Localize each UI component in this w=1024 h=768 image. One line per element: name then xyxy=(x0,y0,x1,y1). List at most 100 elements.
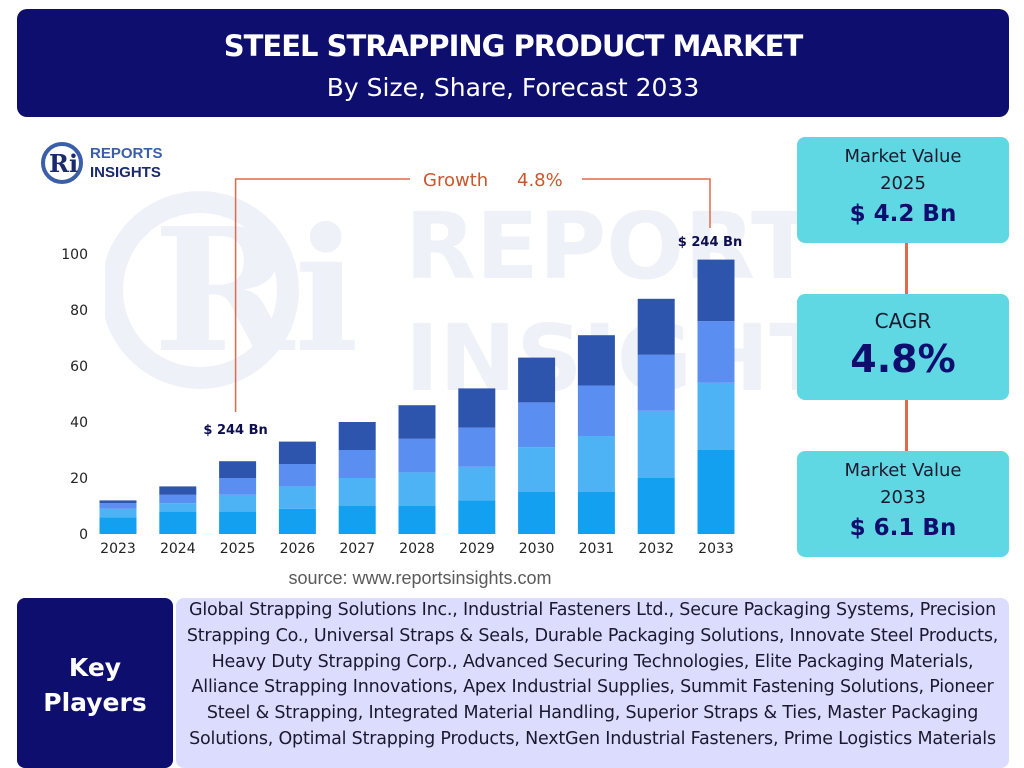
bar-segment xyxy=(159,503,197,512)
bar-segment xyxy=(637,410,675,478)
header-banner: STEEL STRAPPING PRODUCT MARKET By Size, … xyxy=(17,9,1009,117)
growth-line-right xyxy=(582,178,711,228)
x-tick-label: 2031 xyxy=(579,541,615,557)
key-players-label-1: Key xyxy=(68,653,122,682)
source-note: source: www.reportsinsights.com xyxy=(288,568,552,588)
card-value: 4.8% xyxy=(850,337,956,381)
bar-segment xyxy=(398,405,436,439)
bar-segment xyxy=(338,478,376,506)
card-year: 2033 xyxy=(880,487,926,508)
bar-segment xyxy=(518,447,556,492)
watermark-text-1: REPORTS xyxy=(405,193,805,300)
market-value-2033-card: Market Value 2033 $ 6.1 Bn xyxy=(797,451,1009,557)
watermark-mark: Ri xyxy=(153,191,359,391)
logo-text-insights: INSIGHTS xyxy=(90,164,161,181)
x-axis: 2023 2024 2025 2026 2027 2028 2029 2030 2031 2032… xyxy=(100,541,734,557)
growth-line-left xyxy=(234,178,410,412)
bar-segment xyxy=(278,508,316,534)
bar-segment xyxy=(278,486,316,509)
brand-logo: Ri REPORTS INSIGHTS xyxy=(40,141,190,185)
card-label: Market Value xyxy=(844,460,962,481)
end-value-label: $ 244 Bn xyxy=(678,235,742,250)
x-tick-label: 2023 xyxy=(100,541,136,557)
market-value-2025-card: Market Value 2025 $ 4.2 Bn xyxy=(797,137,1009,243)
bar-segment xyxy=(697,382,735,450)
bar-segment xyxy=(219,461,257,478)
x-tick-label: 2027 xyxy=(339,541,375,557)
connector-line-2 xyxy=(905,400,908,451)
bar-segment xyxy=(577,385,615,436)
card-label: CAGR xyxy=(874,309,932,333)
bar-segment xyxy=(278,441,316,464)
growth-annotation: Growth 4.8% $ 244 Bn $ 244 Bn xyxy=(203,170,742,438)
bar-segment xyxy=(637,298,675,355)
bar-segment xyxy=(338,422,376,450)
logo-mark-text: Ri xyxy=(49,149,78,178)
bar-segment xyxy=(518,402,556,448)
logo-text-reports: REPORTS xyxy=(90,145,163,162)
x-tick-label: 2030 xyxy=(519,541,555,557)
bar-segment xyxy=(577,492,615,534)
x-tick-label: 2033 xyxy=(698,541,734,557)
bar-segment xyxy=(637,478,675,534)
y-axis: 0 20 40 60 80 100 xyxy=(61,247,88,543)
bar-segment xyxy=(458,466,496,501)
y-tick-label: 80 xyxy=(70,303,88,319)
x-tick-label: 2029 xyxy=(459,541,495,557)
y-tick-label: 60 xyxy=(70,359,88,375)
bar-segment xyxy=(458,388,496,428)
x-tick-label: 2032 xyxy=(638,541,674,557)
bar-segment xyxy=(518,492,556,534)
page-title: STEEL STRAPPING PRODUCT MARKET xyxy=(223,29,804,63)
growth-value: 4.8% xyxy=(517,170,563,191)
bar-segment xyxy=(159,494,197,504)
start-value-label: $ 244 Bn xyxy=(203,423,267,438)
bar-segment xyxy=(338,506,376,534)
bar-segment xyxy=(398,472,436,506)
card-value: $ 4.2 Bn xyxy=(849,201,957,227)
bar-segment xyxy=(99,500,137,504)
bar-segment xyxy=(219,511,257,534)
bar-segment xyxy=(697,450,735,534)
bar-segment xyxy=(219,478,257,495)
y-tick-label: 100 xyxy=(61,247,88,263)
bar-segment xyxy=(458,500,496,534)
bar-segment xyxy=(577,335,615,386)
y-tick-label: 0 xyxy=(79,527,88,543)
bar-segment xyxy=(518,357,556,403)
bar-segment xyxy=(637,354,675,411)
watermark-logo: Ri REPORTS INSIGHTS xyxy=(105,191,805,412)
logo-mark-icon: Ri xyxy=(41,142,83,184)
y-tick-label: 20 xyxy=(70,471,88,487)
bar-segment xyxy=(159,511,197,534)
card-value: $ 6.1 Bn xyxy=(849,515,957,541)
card-label: Market Value xyxy=(844,146,962,167)
card-year: 2025 xyxy=(880,173,926,194)
y-tick-label: 40 xyxy=(70,415,88,431)
bar-segment xyxy=(697,259,735,322)
bar-segment xyxy=(697,321,735,383)
bar-segment xyxy=(398,506,436,534)
x-tick-label: 2028 xyxy=(399,541,435,557)
key-players-label: Key Players xyxy=(17,598,173,768)
bar-segment xyxy=(99,508,137,518)
bar-segment xyxy=(338,450,376,478)
bar-segment xyxy=(99,517,137,534)
connector-line-1 xyxy=(905,243,908,294)
bar-segment xyxy=(577,436,615,492)
key-players-list: Global Strapping Solutions Inc., Industr… xyxy=(176,598,1009,768)
growth-label: Growth xyxy=(423,170,488,191)
bar-segment xyxy=(99,503,137,509)
x-tick-label: 2026 xyxy=(280,541,316,557)
bar-segment xyxy=(219,494,257,512)
bar-segment xyxy=(398,438,436,473)
key-players-label-2: Players xyxy=(43,688,147,717)
bar-segment xyxy=(458,427,496,467)
bars-group xyxy=(99,259,735,534)
bar-segment xyxy=(159,486,197,495)
x-tick-label: 2024 xyxy=(160,541,196,557)
x-tick-label: 2025 xyxy=(220,541,256,557)
cagr-card: CAGR 4.8% xyxy=(797,294,1009,400)
bar-segment xyxy=(278,464,316,487)
